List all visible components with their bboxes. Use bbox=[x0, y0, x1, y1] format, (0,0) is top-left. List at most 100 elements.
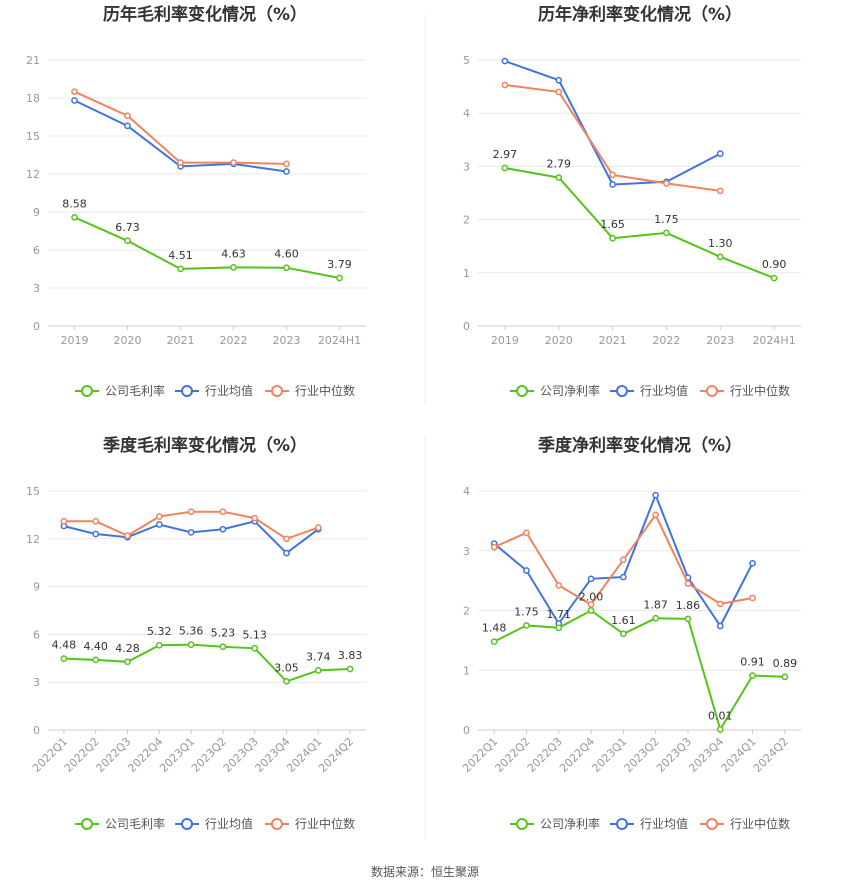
legend-swatch-marker bbox=[706, 385, 718, 397]
legend-item-avg[interactable]: 行业均值 bbox=[175, 816, 253, 831]
data-label: 3.79 bbox=[327, 258, 352, 271]
data-point-company bbox=[663, 229, 670, 237]
legend-swatch-marker bbox=[616, 385, 628, 397]
legend-swatch-marker bbox=[271, 818, 283, 830]
legend-swatch-marker bbox=[81, 385, 93, 397]
data-point-company bbox=[555, 624, 563, 632]
data-point-company bbox=[60, 655, 68, 662]
legend-item-median[interactable]: 行业中位数 bbox=[700, 383, 790, 398]
data-point-company bbox=[523, 622, 530, 629]
x-tick-label: 2020 bbox=[114, 334, 142, 347]
x-tick-label: 2023 bbox=[273, 334, 301, 347]
legend-swatch-marker bbox=[616, 818, 628, 830]
data-point-company bbox=[716, 726, 724, 733]
y-tick-label: 4 bbox=[463, 485, 470, 498]
data-label: 3.83 bbox=[338, 649, 363, 662]
y-tick-label: 6 bbox=[33, 628, 40, 641]
x-tick-label: 2022Q3 bbox=[525, 735, 565, 775]
data-point-median bbox=[501, 81, 509, 89]
legend-item-avg[interactable]: 行业均值 bbox=[175, 383, 253, 398]
legend-swatch-marker bbox=[181, 818, 193, 830]
annual-net-margin-chart: 历年净利率变化情况（%） 0 1 2 3 4 5 2019 2020 2021 2022 2023 20… bbox=[463, 4, 801, 398]
x-tick-label: 2021 bbox=[167, 334, 195, 347]
data-point-median bbox=[71, 88, 78, 96]
data-point-median bbox=[283, 535, 290, 543]
series-line-company bbox=[74, 216, 340, 279]
legend-swatch-marker bbox=[516, 385, 528, 397]
data-point-avg bbox=[609, 181, 616, 188]
data-label: 2.00 bbox=[579, 591, 604, 604]
chart-title: 历年毛利率变化情况（%） bbox=[103, 4, 307, 25]
y-tick-label: 12 bbox=[26, 168, 40, 181]
data-point-avg bbox=[71, 97, 78, 104]
x-tick-label: 2023Q2 bbox=[622, 735, 662, 775]
data-point-company bbox=[219, 643, 227, 651]
y-tick-label: 6 bbox=[33, 244, 40, 257]
data-point-median bbox=[609, 171, 616, 179]
series-line-company bbox=[493, 609, 785, 732]
y-tick-label: 3 bbox=[33, 676, 40, 689]
y-tick-label: 0 bbox=[463, 320, 470, 333]
data-point-median bbox=[92, 517, 100, 525]
data-point-median bbox=[587, 601, 595, 608]
y-tick-label: 3 bbox=[33, 282, 40, 295]
data-point-median bbox=[716, 600, 724, 608]
data-point-company bbox=[71, 213, 78, 221]
data-point-avg bbox=[124, 122, 131, 130]
data-label: 4.63 bbox=[221, 247, 246, 260]
y-tick-label: 2 bbox=[463, 214, 470, 227]
series-line-company bbox=[504, 167, 775, 280]
data-point-avg bbox=[283, 549, 290, 557]
data-point-company bbox=[346, 665, 354, 673]
data-point-company bbox=[187, 641, 195, 648]
data-point-company bbox=[555, 174, 563, 181]
x-tick-label: 2019 bbox=[61, 334, 89, 347]
series-line-avg bbox=[63, 520, 319, 555]
data-point-company bbox=[587, 607, 595, 614]
data-point-median bbox=[523, 529, 530, 537]
x-tick-label: 2023Q1 bbox=[589, 735, 629, 775]
quarterly-gross-margin-chart: 季度毛利率变化情况（%）036912152022Q12022Q22022Q320… bbox=[26, 435, 366, 831]
legend-swatch-marker bbox=[516, 818, 528, 830]
x-tick-label: 2022Q1 bbox=[460, 735, 500, 775]
data-point-company bbox=[124, 237, 131, 245]
legend-item-median[interactable]: 行业中位数 bbox=[700, 816, 790, 831]
legend-item-company[interactable]: 公司毛利率 bbox=[75, 383, 165, 398]
legend-label: 行业均值 bbox=[640, 816, 688, 831]
data-point-median bbox=[749, 594, 756, 602]
data-point-median bbox=[652, 511, 660, 519]
data-point-company bbox=[230, 264, 237, 271]
legend-swatch-marker bbox=[81, 818, 93, 830]
data-point-avg bbox=[620, 573, 627, 581]
legend-item-company[interactable]: 公司净利率 bbox=[510, 816, 600, 831]
chart-title: 季度毛利率变化情况（%） bbox=[103, 435, 307, 456]
data-point-avg bbox=[716, 622, 724, 630]
legend-item-median[interactable]: 行业中位数 bbox=[265, 383, 355, 398]
y-tick-label: 0 bbox=[33, 724, 40, 737]
data-point-avg bbox=[716, 150, 724, 157]
legend-item-avg[interactable]: 行业均值 bbox=[610, 383, 688, 398]
legend-item-avg[interactable]: 行业均值 bbox=[610, 816, 688, 831]
x-tick-label: 2020 bbox=[545, 334, 573, 347]
y-tick-label: 9 bbox=[33, 581, 40, 594]
data-point-median bbox=[283, 160, 290, 168]
data-label: 1.61 bbox=[611, 614, 636, 627]
data-point-avg bbox=[219, 525, 227, 533]
series-line-company bbox=[63, 643, 351, 683]
data-point-company bbox=[336, 274, 343, 282]
legend-item-median[interactable]: 行业中位数 bbox=[265, 816, 355, 831]
data-point-median bbox=[124, 112, 131, 120]
legend-label: 行业均值 bbox=[205, 383, 253, 398]
legend-item-company[interactable]: 公司净利率 bbox=[510, 383, 600, 398]
data-label: 1.75 bbox=[514, 605, 539, 618]
data-point-avg bbox=[555, 76, 563, 84]
x-tick-label: 2019 bbox=[491, 334, 519, 347]
y-tick-label: 2 bbox=[463, 605, 470, 618]
data-label: 0.89 bbox=[773, 657, 798, 670]
x-tick-label: 2022Q4 bbox=[557, 735, 597, 775]
legend-item-company[interactable]: 公司毛利率 bbox=[75, 816, 165, 831]
data-point-company bbox=[749, 672, 756, 679]
x-tick-label: 2022 bbox=[652, 334, 680, 347]
x-tick-label: 2023Q3 bbox=[654, 735, 694, 775]
